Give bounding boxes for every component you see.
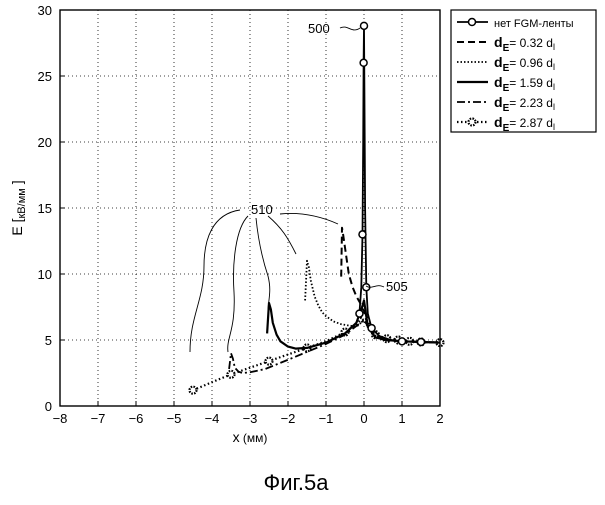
- x-tick-label: −4: [205, 411, 220, 426]
- tick-layer: −8−7−6−5−4−3−2−1012051015202530: [38, 3, 444, 426]
- legend-marker: [469, 19, 476, 26]
- series-line: [359, 26, 440, 343]
- data-point: [266, 358, 273, 365]
- figure-caption: Фиг.5a: [264, 470, 330, 495]
- data-point: [361, 22, 368, 29]
- leader-510-a: [190, 210, 240, 352]
- x-axis-title: x (мм): [233, 429, 268, 445]
- data-point: [228, 371, 235, 378]
- y-axis-title-end: ]: [9, 180, 25, 188]
- x-axis-title-unit: (мм): [240, 431, 268, 445]
- x-tick-label: −6: [129, 411, 144, 426]
- y-tick-label: 15: [38, 201, 52, 216]
- leader-510-d: [268, 216, 296, 254]
- y-tick-label: 5: [45, 333, 52, 348]
- leader-510-e: [280, 213, 338, 224]
- x-tick-label: 0: [360, 411, 367, 426]
- data-point: [356, 310, 363, 317]
- x-tick-label: 2: [436, 411, 443, 426]
- annotation-505: 505: [386, 279, 408, 294]
- data-point: [190, 387, 197, 394]
- y-axis-title: E [кВ/мм ]: [9, 180, 28, 235]
- x-tick-label: 1: [398, 411, 405, 426]
- x-tick-label: −2: [281, 411, 296, 426]
- annotation-500: 500: [308, 21, 330, 36]
- legend-entry-text: нет FGM-ленты: [494, 18, 574, 30]
- y-axis-title-main: E [: [9, 218, 25, 235]
- x-tick-label: −3: [243, 411, 258, 426]
- leader-500: [340, 27, 360, 30]
- leader-510-b: [228, 216, 248, 352]
- data-point: [359, 231, 366, 238]
- x-tick-label: −5: [167, 411, 182, 426]
- data-point: [368, 325, 375, 332]
- x-tick-label: −7: [91, 411, 106, 426]
- annotation-leaders: [190, 27, 384, 352]
- annotation-510: 510: [251, 202, 273, 217]
- legend-marker: [469, 119, 476, 126]
- y-tick-label: 25: [38, 69, 52, 84]
- x-tick-label: −8: [53, 411, 68, 426]
- x-tick-label: −1: [319, 411, 334, 426]
- y-tick-label: 20: [38, 135, 52, 150]
- grid-layer: [60, 10, 440, 406]
- y-tick-label: 0: [45, 399, 52, 414]
- y-axis-title-unit: кВ/мм: [16, 188, 28, 218]
- y-tick-label: 30: [38, 3, 52, 18]
- series-line: [193, 316, 440, 390]
- y-tick-label: 10: [38, 267, 52, 282]
- data-point: [418, 338, 425, 345]
- leader-510-c: [256, 218, 270, 312]
- series-dotted-star: [190, 313, 444, 394]
- data-point: [360, 59, 367, 66]
- series-solid-circle: [356, 22, 440, 345]
- data-point: [399, 338, 406, 345]
- x-axis-title-main: x: [233, 429, 240, 445]
